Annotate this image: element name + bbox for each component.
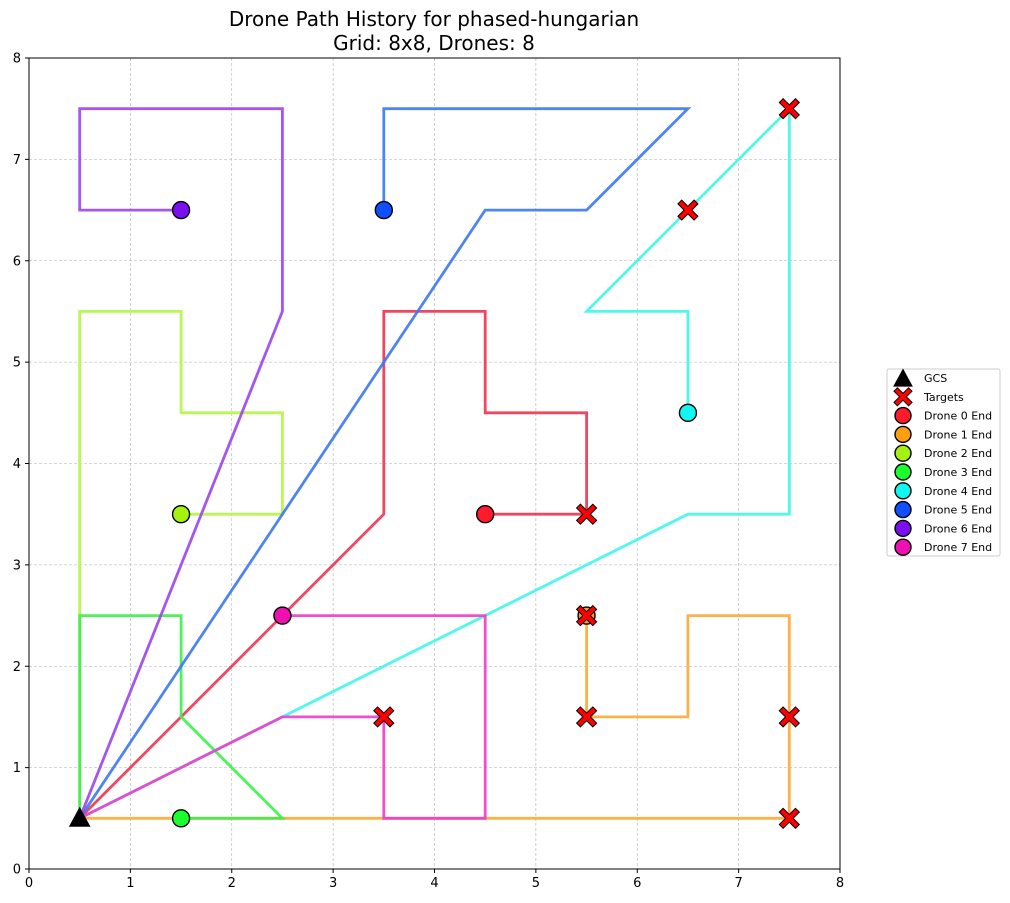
legend-label: Drone 5 End — [924, 504, 992, 517]
axis-ticks: 0 1 2 3 4 5 6 7 8 0 1 2 3 4 5 6 7 8 — [13, 52, 844, 892]
target-marker — [575, 706, 598, 728]
legend-gcs-icon — [893, 368, 913, 387]
legend-item-drone-7: Drone 7 End — [894, 538, 992, 556]
drone-paths — [78, 105, 791, 820]
drone-3-end-marker — [171, 809, 191, 828]
legend-drone-icon — [894, 444, 912, 462]
x-tick-label: 2 — [228, 876, 236, 891]
legend: GCS Targets Drone 0 End Drone 1 End Drone 2 … — [886, 368, 1001, 557]
x-tick-label: 1 — [126, 876, 134, 891]
gcs-marker — [68, 806, 91, 827]
y-tick-label: 6 — [13, 254, 21, 269]
legend-drone-icon — [894, 482, 912, 500]
drone-6-path — [78, 107, 284, 819]
legend-item-targets: Targets — [893, 387, 964, 407]
legend-drone-icon — [894, 519, 912, 538]
legend-label: Drone 2 End — [924, 447, 992, 460]
legend-label: Drone 0 End — [924, 410, 992, 423]
y-tick-label: 0 — [13, 863, 21, 878]
target-marker — [575, 503, 598, 525]
legend-item-drone-5: Drone 5 End — [894, 500, 992, 519]
y-tick-label: 5 — [13, 356, 21, 371]
drone-1-path — [79, 614, 791, 820]
drone-2-end-marker — [171, 504, 191, 524]
legend-item-drone-2: Drone 2 End — [894, 444, 992, 462]
legend-label: Drone 3 End — [924, 466, 992, 479]
drone-7-path — [79, 614, 487, 820]
legend-item-drone-3: Drone 3 End — [894, 463, 992, 481]
drone-4-end-marker — [678, 403, 698, 423]
x-tick-label: 6 — [633, 876, 641, 891]
y-tick-label: 1 — [13, 761, 21, 776]
y-tick-label: 8 — [13, 52, 21, 67]
drone-4-path — [79, 105, 791, 820]
target-marker — [575, 604, 598, 627]
y-tick-label: 4 — [13, 457, 21, 472]
drone-5-end-marker — [374, 200, 394, 220]
target-marker — [373, 706, 395, 728]
legend-drone-icon — [894, 500, 912, 519]
legend-item-drone-1: Drone 1 End — [894, 425, 992, 444]
legend-drone-icon — [894, 538, 912, 556]
legend-label: Drone 4 End — [924, 485, 992, 498]
chart-title-line1: Drone Path History for phased-hungarian — [229, 7, 639, 31]
legend-drone-icon — [894, 406, 912, 425]
legend-drone-icon — [894, 425, 912, 444]
legend-item-drone-0: Drone 0 End — [894, 406, 992, 425]
chart-markers — [68, 97, 801, 830]
legend-label: Drone 7 End — [924, 541, 992, 554]
drone-0-path — [78, 309, 588, 820]
legend-item-drone-4: Drone 4 End — [894, 482, 992, 500]
x-tick-label: 0 — [25, 876, 33, 891]
legend-drone-icon — [894, 463, 912, 481]
grid-lines — [29, 58, 840, 869]
drone-6-end-marker — [171, 200, 191, 220]
x-tick-label: 7 — [734, 876, 742, 891]
chart-title-line2: Grid: 8x8, Drones: 8 — [333, 31, 535, 55]
target-marker — [778, 97, 801, 120]
x-tick-label: 8 — [836, 876, 844, 891]
legend-item-drone-6: Drone 6 End — [894, 519, 992, 538]
legend-label: Drone 6 End — [924, 522, 992, 535]
target-marker — [778, 706, 801, 728]
x-tick-label: 3 — [329, 876, 337, 891]
x-tick-label: 4 — [430, 876, 438, 891]
drone-7-end-marker — [273, 606, 292, 625]
x-tick-label: 5 — [532, 876, 540, 891]
target-marker — [677, 199, 699, 221]
y-tick-label: 7 — [13, 153, 21, 168]
legend-item-gcs: GCS — [893, 368, 947, 387]
legend-label: Drone 1 End — [924, 428, 992, 441]
legend-box — [886, 368, 1001, 557]
legend-label: GCS — [924, 372, 947, 385]
y-tick-label: 2 — [13, 660, 21, 675]
drone-5-path — [78, 107, 692, 820]
target-marker — [778, 807, 801, 830]
legend-label: Targets — [923, 391, 964, 404]
legend-target-icon — [893, 387, 913, 407]
y-tick-label: 3 — [13, 558, 21, 573]
drone-0-end-marker — [475, 504, 495, 524]
